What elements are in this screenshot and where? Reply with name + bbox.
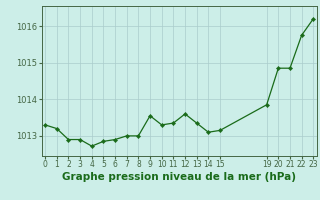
X-axis label: Graphe pression niveau de la mer (hPa): Graphe pression niveau de la mer (hPa): [62, 172, 296, 182]
